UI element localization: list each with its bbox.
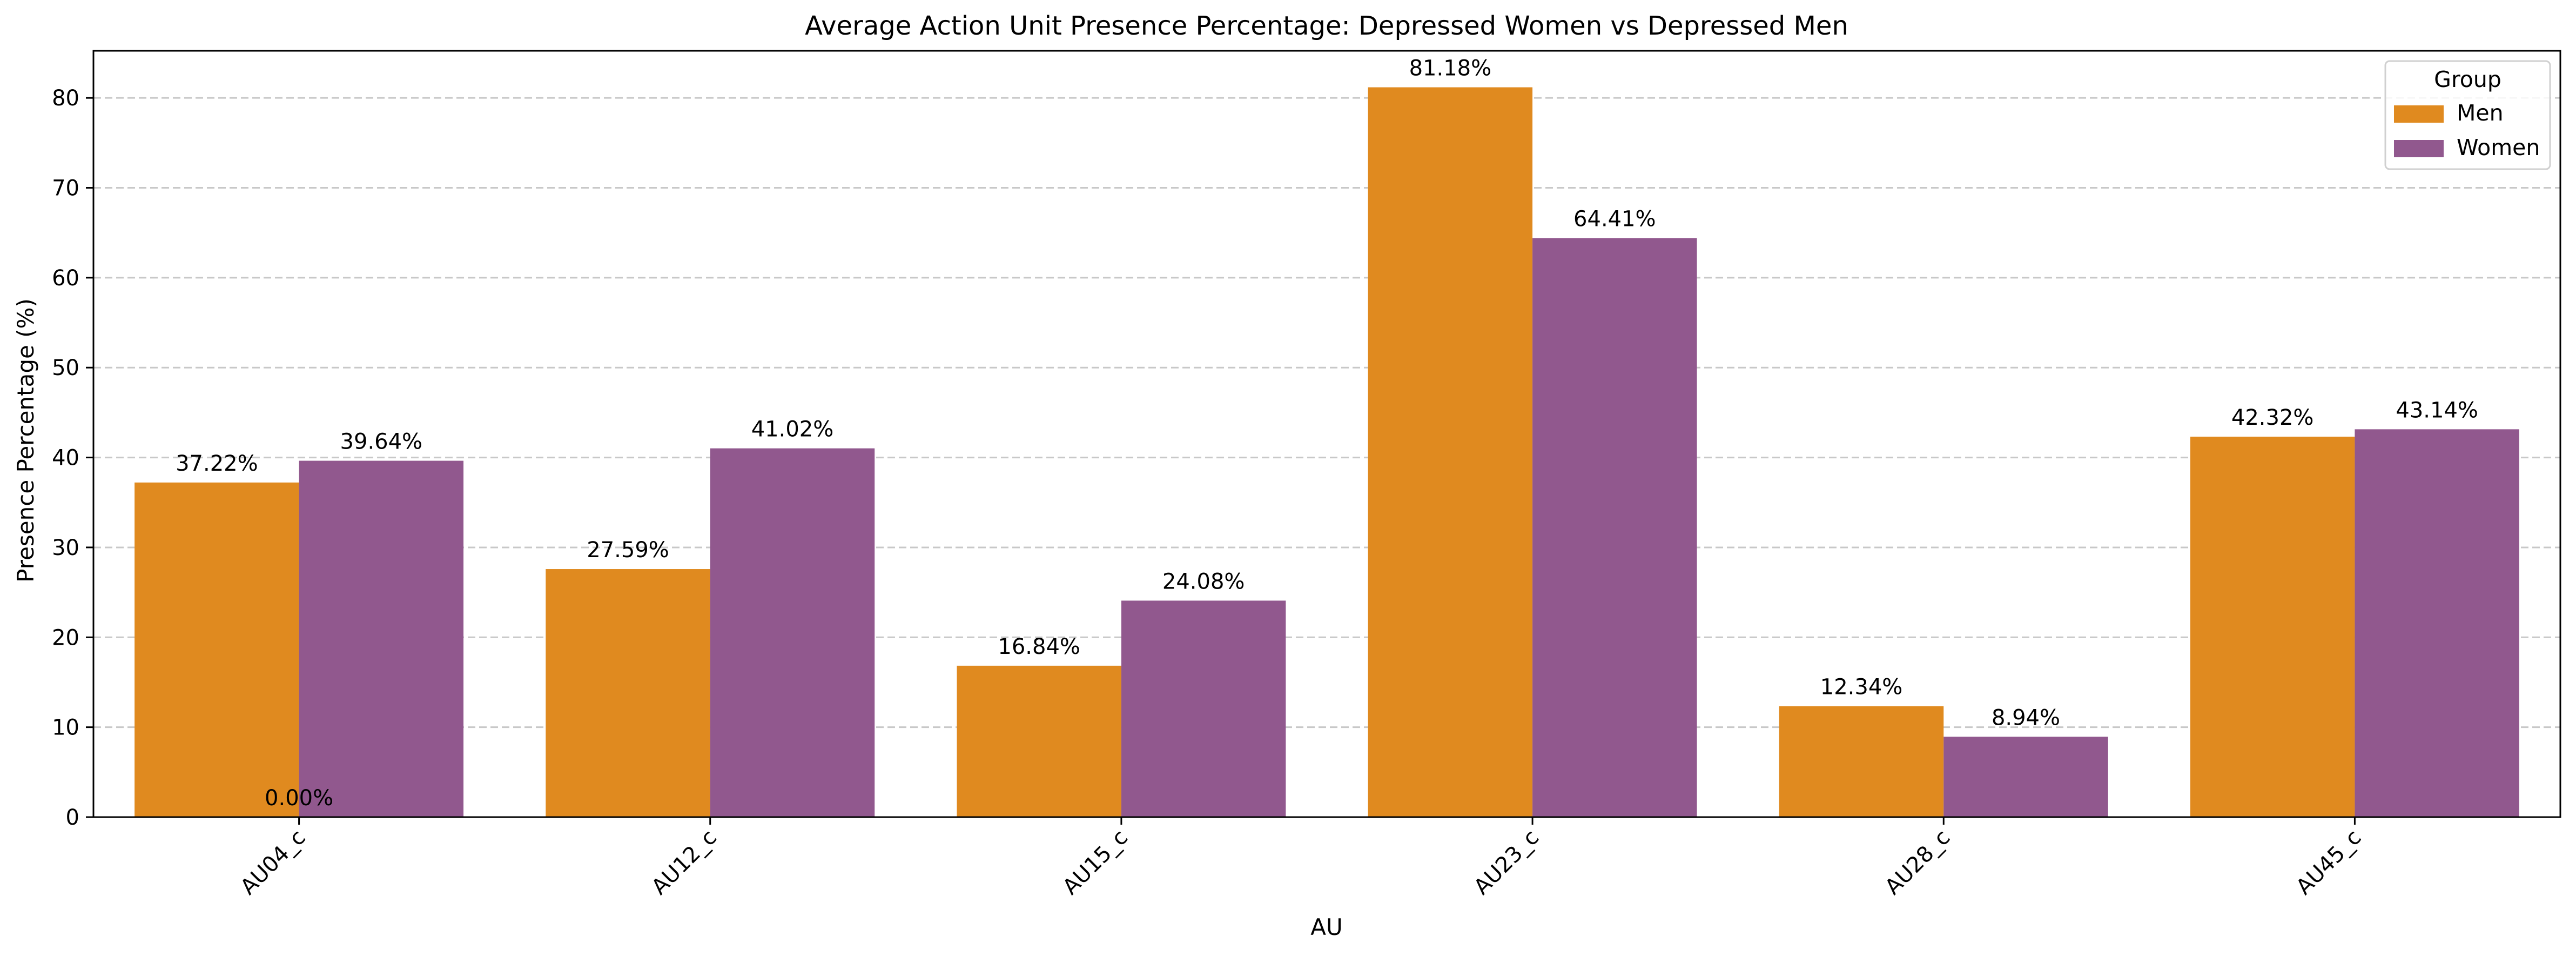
x-tick-label: AU15_c <box>1058 825 1133 900</box>
bar-women-au12-c <box>710 448 875 817</box>
x-axis-label: AU <box>1310 914 1342 940</box>
bar-women-au15-c <box>1121 600 1286 817</box>
legend-swatch-women <box>2394 140 2444 157</box>
bar-value-label: 27.59% <box>587 538 669 563</box>
bar-men-au12-c <box>546 569 710 817</box>
y-tick-label: 20 <box>52 625 79 650</box>
y-tick-label: 50 <box>52 356 79 380</box>
legend-label-women: Women <box>2457 135 2540 161</box>
bar-value-label: 81.18% <box>1409 56 1492 81</box>
bars <box>134 87 2519 817</box>
bar-value-label: 24.08% <box>1162 569 1245 594</box>
bar-men-au04-c <box>134 482 299 817</box>
bar-value-label: 42.32% <box>2231 405 2314 430</box>
y-tick-label: 70 <box>52 176 79 201</box>
y-axis-label: Presence Percentage (%) <box>12 298 39 583</box>
bar-value-label: 39.64% <box>340 430 423 454</box>
bar-men-au15-c <box>957 665 1121 817</box>
bar-labels: 37.22% 27.59% 16.84% 81.18% 12.34% 42.32% 39.6… <box>176 56 2478 811</box>
bar-women-au23-c <box>1532 238 1697 817</box>
x-tick-label: AU45_c <box>2291 825 2366 900</box>
bar-women-au28-c <box>1943 737 2108 817</box>
gridlines <box>93 97 2560 728</box>
y-tick-label: 80 <box>52 86 79 111</box>
legend-title: Group <box>2434 66 2501 92</box>
bar-value-label: 37.22% <box>176 451 258 476</box>
bar-value-label: 12.34% <box>1820 675 1903 700</box>
bar-value-label: 16.84% <box>998 634 1080 659</box>
bar-value-label: 43.14% <box>2396 398 2478 423</box>
legend-label-men: Men <box>2457 100 2504 126</box>
legend-swatch-men <box>2394 105 2444 123</box>
x-tick-label: AU28_c <box>1880 825 1955 900</box>
bar-value-label: 8.94% <box>1992 705 2060 730</box>
legend: Group Men Women <box>2384 60 2551 170</box>
chart-title: Average Action Unit Presence Percentage:… <box>805 11 1848 41</box>
y-tick-label: 60 <box>52 266 79 291</box>
y-tick-label: 40 <box>52 446 79 471</box>
x-tick-label: AU04_c <box>236 825 310 900</box>
bar-women-au04-c <box>299 460 464 817</box>
bar-value-label: 64.41% <box>1573 207 1656 232</box>
plot-frame <box>92 50 2561 818</box>
y-tick-label: 0 <box>66 805 79 830</box>
bar-women-au45-c <box>2355 429 2519 817</box>
x-tick-label: AU12_c <box>647 825 722 900</box>
bar-men-au23-c <box>1368 87 1533 817</box>
y-tick-label: 30 <box>52 536 79 560</box>
y-tick-label: 10 <box>52 716 79 740</box>
bar-value-label: 41.02% <box>751 417 834 442</box>
bar-men-au28-c <box>1779 706 1944 817</box>
zero-value-label: 0.00% <box>265 786 333 811</box>
x-tick-label: AU23_c <box>1469 825 1544 900</box>
bar-men-au45-c <box>2190 436 2355 817</box>
